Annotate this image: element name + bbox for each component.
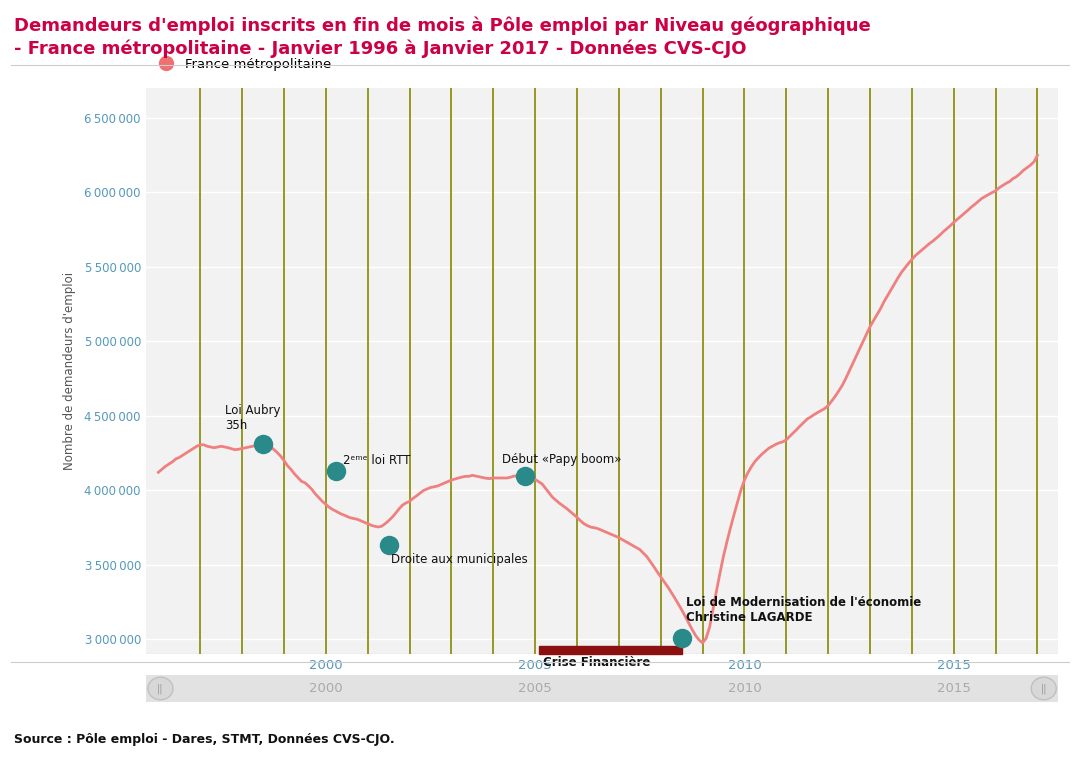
Ellipse shape bbox=[148, 677, 173, 700]
Text: Crise Financière: Crise Financière bbox=[543, 656, 651, 669]
Text: 2005: 2005 bbox=[518, 682, 552, 695]
Y-axis label: Nombre de demandeurs d'emploi: Nombre de demandeurs d'emploi bbox=[63, 272, 76, 470]
Text: ||: || bbox=[1040, 683, 1047, 694]
Text: - France métropolitaine - Janvier 1996 à Janvier 2017 - Données CVS-CJO: - France métropolitaine - Janvier 1996 à… bbox=[14, 40, 746, 58]
Text: Droite aux municipales: Droite aux municipales bbox=[391, 553, 527, 566]
Text: 2015: 2015 bbox=[936, 682, 971, 695]
Text: Source : Pôle emploi - Dares, STMT, Données CVS-CJO.: Source : Pôle emploi - Dares, STMT, Donn… bbox=[14, 733, 394, 746]
Text: 2000: 2000 bbox=[309, 682, 342, 695]
Text: 2010: 2010 bbox=[728, 682, 761, 695]
Legend: France métropolitaine: France métropolitaine bbox=[152, 58, 332, 71]
Ellipse shape bbox=[1031, 677, 1056, 700]
Text: 2ᵉᵐᵉ loi RTT: 2ᵉᵐᵉ loi RTT bbox=[342, 454, 410, 467]
Text: Loi de Modernisation de l'économie
Christine LAGARDE: Loi de Modernisation de l'économie Chris… bbox=[686, 596, 921, 624]
Text: Demandeurs d'emploi inscrits en fin de mois à Pôle emploi par Niveau géographiqu: Demandeurs d'emploi inscrits en fin de m… bbox=[14, 17, 870, 35]
Bar bbox=[539, 646, 681, 654]
Text: ||: || bbox=[158, 683, 164, 694]
Text: Loi Aubry
35h: Loi Aubry 35h bbox=[226, 404, 281, 432]
Text: Début «Papy boom»: Début «Papy boom» bbox=[501, 454, 621, 467]
